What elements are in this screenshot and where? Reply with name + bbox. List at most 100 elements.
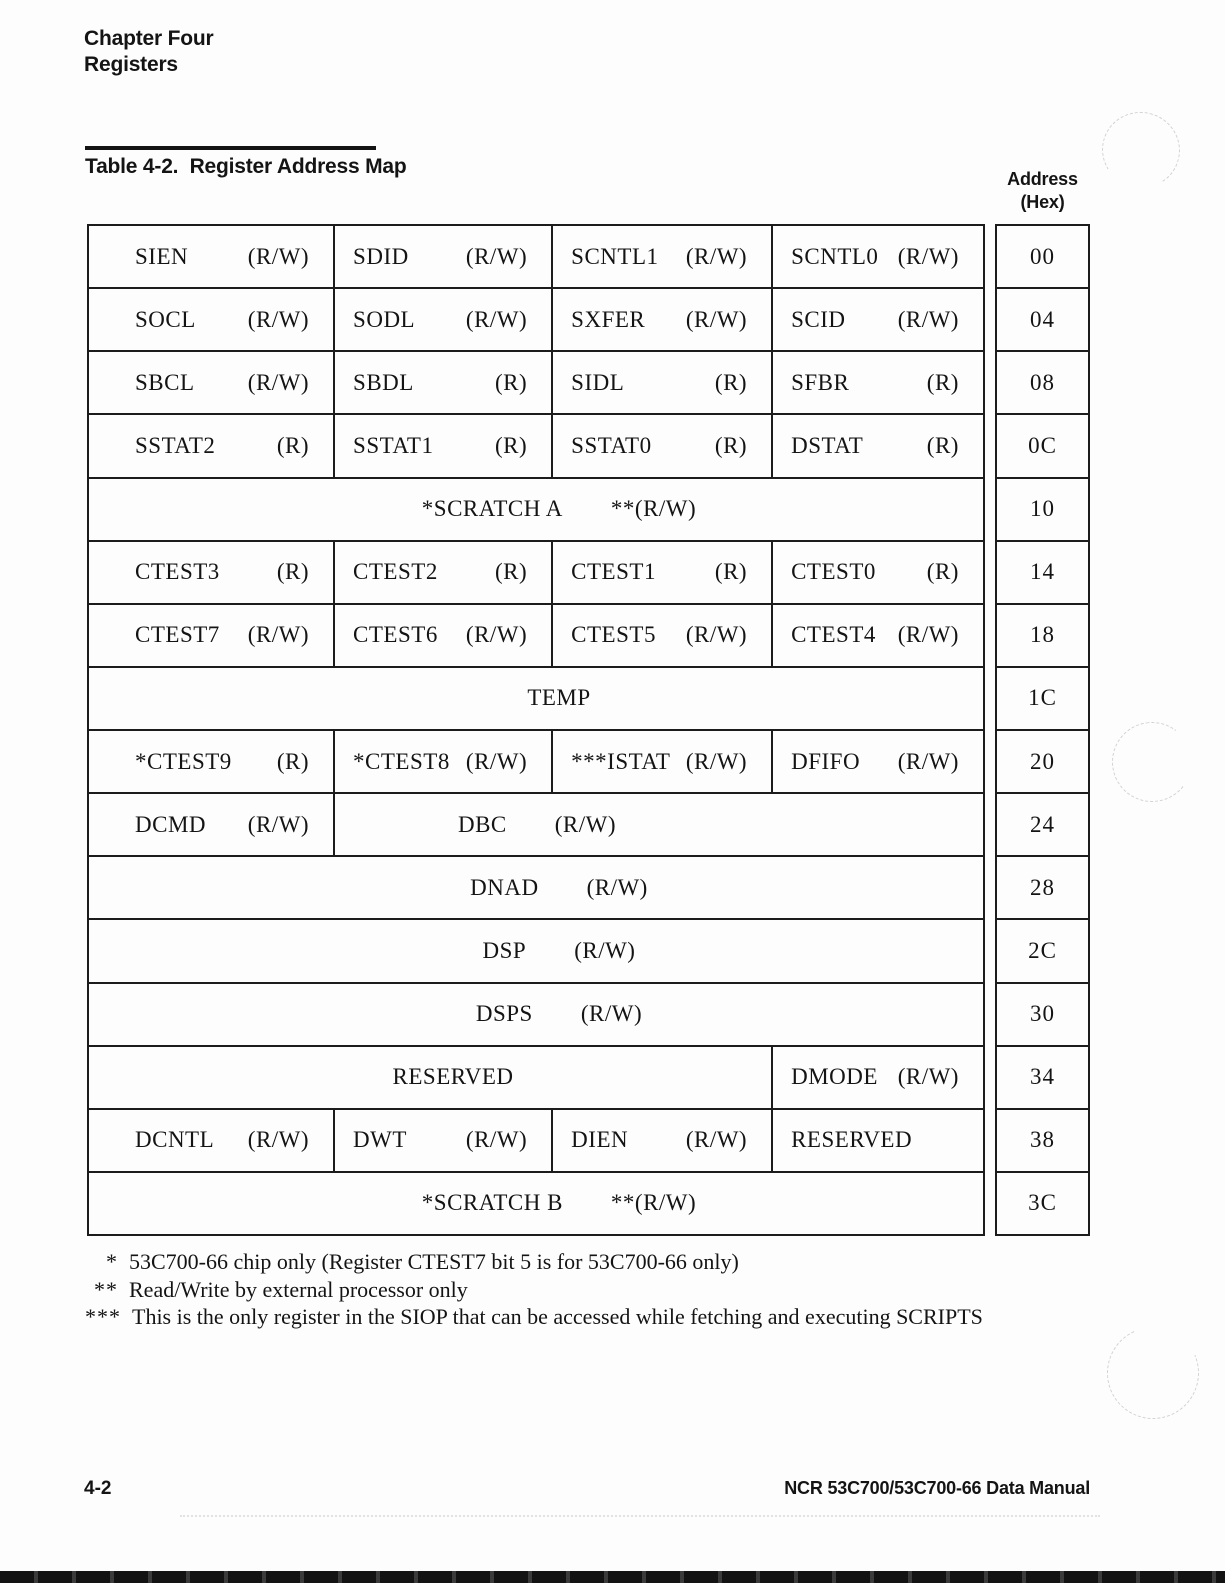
footnote: *** This is the only register in the SIOP…: [85, 1303, 1095, 1331]
footnote-marker: ***: [85, 1304, 121, 1329]
register-access: **(R/W): [610, 496, 697, 522]
register-name: DWT: [353, 1127, 407, 1153]
address-cell: 14: [997, 539, 1088, 603]
register-name: CTEST7: [135, 622, 220, 648]
chapter-subtitle: Registers: [84, 53, 178, 76]
register-access: (R/W): [897, 1064, 959, 1090]
address-header-line2: (Hex): [1020, 192, 1065, 212]
register-cell-ctest6: CTEST6 (R/W): [333, 604, 551, 666]
table-row: RESERVED DMODE (R/W): [89, 1044, 983, 1108]
register-name: TEMP: [527, 685, 591, 711]
table-row: *SCRATCH B **(R/W): [89, 1170, 983, 1234]
register-name: SCNTL0: [791, 243, 879, 269]
address-cell: 34: [997, 1044, 1088, 1108]
register-name: SCID: [791, 306, 846, 332]
register-cell-dsp: DSP (R/W): [89, 920, 983, 981]
register-access: (R/W): [685, 622, 748, 648]
register-cell-ctest2: CTEST2 (R): [333, 541, 551, 603]
register-name: DCMD: [135, 811, 207, 837]
register-name: SIDL: [571, 369, 625, 395]
table-row: SOCL (R/W) SODL (R/W) SXFER (R/W) SCID (R/W): [89, 287, 983, 351]
register-cell-dsps: DSPS (R/W): [89, 984, 983, 1045]
register-name: DMODE: [791, 1064, 878, 1090]
register-cell-ctest0: CTEST0 (R): [771, 541, 983, 603]
register-access: (R/W): [586, 874, 648, 900]
register-name: DSPS: [475, 1001, 533, 1027]
register-name: RESERVED: [392, 1064, 514, 1090]
table-caption: Table 4-2. Register Address Map: [85, 155, 407, 178]
address-cell: 18: [997, 602, 1088, 666]
register-name: CTEST4: [791, 622, 876, 648]
register-access: (R/W): [685, 1127, 748, 1153]
table-row: DSPS (R/W): [89, 981, 983, 1045]
register-access: (R/W): [465, 622, 528, 648]
register-access: (R/W): [247, 1127, 310, 1153]
register-name: SDID: [353, 243, 409, 269]
register-name: *CTEST9: [135, 748, 232, 774]
register-cell-scratch-a: *SCRATCH A **(R/W): [89, 479, 983, 540]
register-cell-sbdl: SBDL (R): [333, 352, 551, 414]
caption-rule: [85, 146, 376, 150]
register-cell-scratch-b: *SCRATCH B **(R/W): [89, 1173, 983, 1234]
address-cell: 2C: [997, 918, 1088, 981]
register-access: (R): [495, 559, 528, 585]
footnote-text: This is the only register in the SIOP th…: [132, 1304, 983, 1329]
register-cell-istat: ***ISTAT (R/W): [551, 731, 771, 793]
register-cell-dnad: DNAD (R/W): [89, 857, 983, 918]
register-cell-ctest5: CTEST5 (R/W): [551, 604, 771, 666]
register-table: SIEN (R/W) SDID (R/W) SCNTL1 (R/W) SCNTL0 (R/W)…: [87, 224, 985, 1236]
table-row: SIEN (R/W) SDID (R/W) SCNTL1 (R/W) SCNTL0 (R/W): [89, 226, 983, 288]
register-access: (R/W): [897, 243, 959, 269]
scan-artifact-hole-bottom: [1093, 1313, 1213, 1433]
register-access: (R/W): [897, 306, 959, 332]
register-cell-ctest4: CTEST4 (R/W): [771, 604, 983, 666]
scan-artifact-bottom-edge: [0, 1571, 1225, 1583]
address-cell: 28: [997, 855, 1088, 918]
table-row: *SCRATCH A **(R/W): [89, 476, 983, 540]
register-access: **(R/W): [610, 1190, 697, 1216]
register-cell-dstat: DSTAT (R): [771, 415, 983, 477]
register-name: SFBR: [791, 369, 850, 395]
register-cell-ctest3: CTEST3 (R): [89, 542, 333, 603]
register-access: (R): [926, 559, 959, 585]
footnote: ** Read/Write by external processor only: [85, 1276, 1095, 1304]
register-name: *CTEST8: [353, 748, 450, 774]
register-cell-sstat1: SSTAT1 (R): [333, 415, 551, 477]
register-name: SSTAT1: [353, 432, 434, 458]
register-access: (R/W): [465, 306, 528, 332]
register-name: SBDL: [353, 369, 414, 395]
register-access: (R): [276, 559, 310, 585]
register-cell-dien: DIEN (R/W): [551, 1109, 771, 1171]
scan-artifact-hole-middle: [1106, 716, 1198, 808]
register-cell-sien: SIEN (R/W): [89, 226, 333, 287]
register-name: DSP: [482, 937, 527, 963]
table-row: CTEST7 (R/W) CTEST6 (R/W) CTEST5 (R/W) CTEST4 (…: [89, 602, 983, 666]
register-name: *SCRATCH A: [421, 496, 563, 522]
register-name: CTEST6: [353, 622, 438, 648]
scan-artifact-hole-top: [1093, 103, 1189, 197]
table-row: CTEST3 (R) CTEST2 (R) CTEST1 (R) CTEST0 (R): [89, 539, 983, 603]
address-cell: 00: [1030, 243, 1055, 269]
register-name: CTEST3: [135, 559, 220, 585]
address-cell: 20: [997, 729, 1088, 792]
register-cell-sstat0: SSTAT0 (R): [551, 415, 771, 477]
register-cell-ctest1: CTEST1 (R): [551, 541, 771, 603]
register-access: (R): [276, 748, 310, 774]
register-cell-dwt: DWT (R/W): [333, 1109, 551, 1171]
register-name: ***ISTAT: [571, 748, 671, 774]
register-name: CTEST5: [571, 622, 656, 648]
table-row: DCNTL (R/W) DWT (R/W) DIEN (R/W) RESERVED: [89, 1107, 983, 1171]
register-access: (R/W): [247, 369, 310, 395]
register-name: DBC: [457, 811, 507, 837]
register-access: (R/W): [685, 748, 748, 774]
register-cell-sdid: SDID (R/W): [333, 226, 551, 288]
page-number: 4-2: [84, 1478, 112, 1499]
register-cell-reserved: RESERVED: [89, 1047, 771, 1108]
register-access: (R/W): [247, 243, 310, 269]
register-access: (R/W): [685, 243, 748, 269]
register-access: (R): [276, 432, 310, 458]
address-cell: 30: [997, 981, 1088, 1045]
register-name: SSTAT2: [135, 432, 216, 458]
register-access: (R): [714, 369, 748, 395]
